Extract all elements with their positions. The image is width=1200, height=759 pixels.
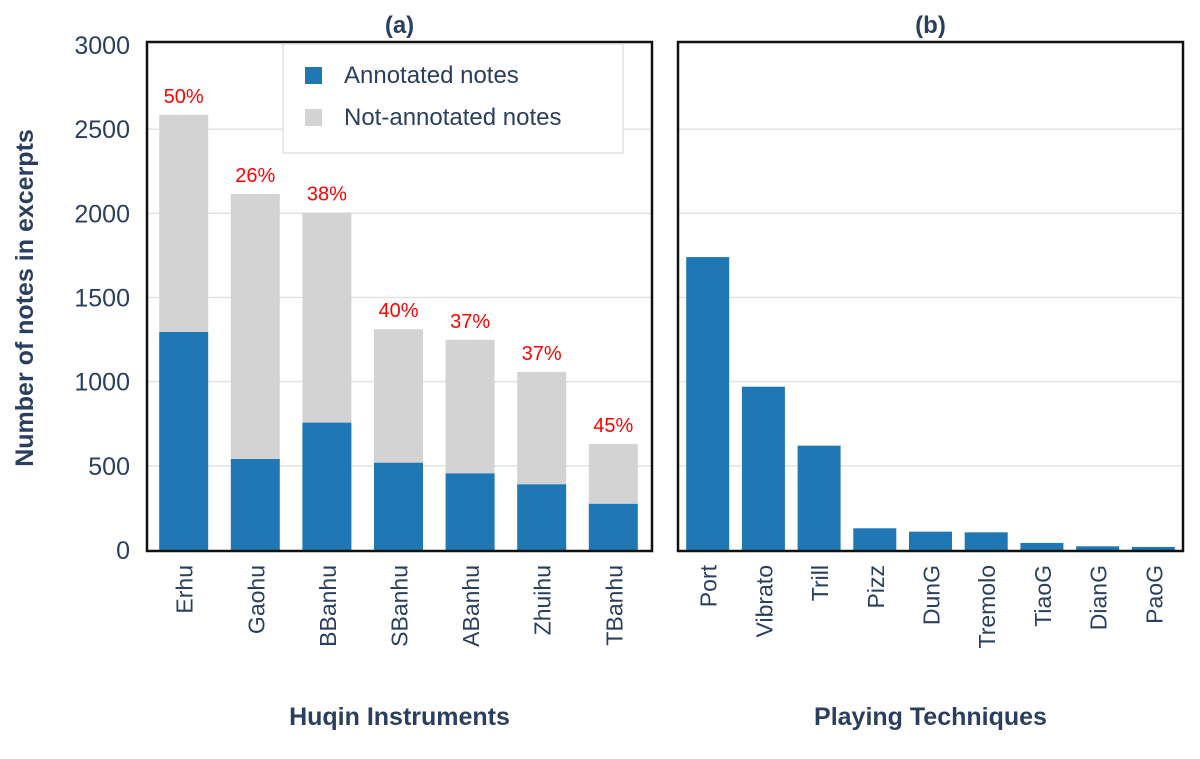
bar-annotated (588, 503, 638, 550)
panel-title: (a) (385, 12, 414, 39)
legend-swatch (305, 109, 322, 126)
percentage-label: 40% (378, 300, 418, 322)
x-tick-label: TiaoG (1030, 565, 1056, 627)
x-tick-label: ABanhu (458, 565, 484, 647)
percentage-label: 26% (235, 165, 275, 187)
x-tick-label: Pizz (863, 565, 889, 608)
panel-title: (b) (915, 12, 946, 39)
bar-annotated (517, 484, 567, 550)
bar (741, 386, 785, 550)
bar (853, 528, 897, 550)
bar (964, 532, 1008, 550)
legend-swatch (305, 67, 322, 84)
bar (1131, 546, 1175, 550)
legend-label: Not-annotated notes (344, 104, 562, 131)
y-tick-label: 1500 (74, 285, 130, 313)
bar-annotated (159, 332, 209, 550)
bar (686, 257, 730, 550)
x-tick-label: Port (696, 564, 722, 607)
x-tick-label: Tremolo (974, 565, 1000, 649)
percentage-label: 38% (307, 183, 347, 205)
bar (1076, 546, 1120, 550)
y-tick-label: 2500 (74, 116, 130, 144)
bar-annotated (302, 422, 352, 550)
bar-not-annotated (302, 212, 352, 423)
x-tick-label: Trill (807, 565, 833, 601)
bar-not-annotated (159, 114, 209, 333)
x-tick-label: DunG (919, 565, 945, 625)
y-tick-label: 2000 (74, 200, 130, 228)
bar-not-annotated (445, 339, 495, 474)
percentage-label: 45% (593, 415, 633, 437)
percentage-label: 37% (522, 343, 562, 365)
bar-annotated (374, 462, 423, 550)
bar (797, 445, 841, 550)
x-tick-label: PaoG (1141, 565, 1167, 624)
y-axis-label: Number of notes in excerpts (11, 129, 39, 467)
bar (909, 531, 952, 550)
x-tick-label: Vibrato (751, 565, 777, 637)
x-tick-label: Gaohu (243, 565, 269, 634)
plot-frame (676, 40, 1185, 553)
y-tick-label: 3000 (74, 32, 130, 60)
bar-not-annotated (374, 329, 423, 463)
y-tick-label: 0 (116, 537, 130, 565)
bar-not-annotated (588, 443, 638, 504)
y-tick-label: 1000 (74, 369, 130, 397)
x-axis-label: Playing Techniques (814, 703, 1047, 731)
legend: Annotated notes Not-annotated notes (282, 43, 624, 154)
x-tick-label: BBanhu (315, 565, 341, 647)
x-tick-label: Erhu (172, 565, 198, 614)
legend-box (282, 43, 624, 154)
bar-not-annotated (517, 371, 567, 485)
percentage-label: 50% (164, 86, 204, 108)
x-tick-label: Zhuihu (530, 565, 556, 635)
legend-label: Annotated notes (344, 62, 519, 89)
x-tick-label: TBanhu (601, 565, 627, 646)
percentage-label: 37% (450, 311, 490, 333)
bar-annotated (445, 473, 495, 550)
bar (1020, 542, 1064, 550)
y-tick-label: 500 (88, 453, 130, 481)
x-tick-label: DianG (1086, 565, 1112, 630)
x-axis-label: Huqin Instruments (289, 703, 510, 731)
plot-frame (145, 40, 654, 553)
x-tick-label: SBanhu (387, 565, 413, 647)
bar-not-annotated (230, 193, 280, 459)
bar-annotated (230, 458, 280, 550)
